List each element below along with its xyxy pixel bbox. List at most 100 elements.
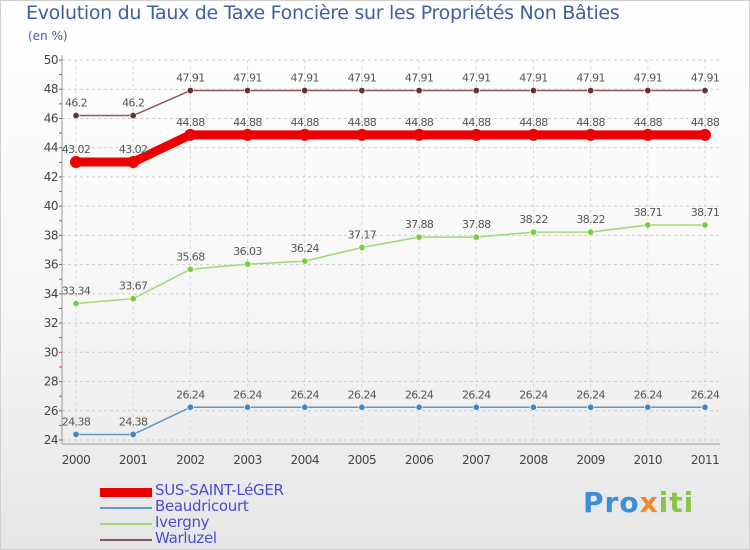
legend-swatch — [100, 523, 152, 525]
legend-item-sus-saint-leger: SUS-SAINT-LéGER — [100, 481, 360, 500]
data-point — [184, 128, 197, 141]
data-point — [587, 403, 595, 411]
data-label: 47.91 — [462, 72, 491, 85]
data-point — [701, 87, 709, 95]
data-point — [527, 128, 540, 141]
data-point — [244, 87, 252, 95]
data-point — [587, 228, 595, 236]
data-label: 26.24 — [233, 388, 262, 401]
data-label: 26.24 — [519, 388, 548, 401]
data-label: 47.91 — [405, 72, 434, 85]
data-label: 26.24 — [691, 388, 720, 401]
y-tick-label: 48 — [44, 82, 58, 96]
data-label: 26.24 — [462, 388, 491, 401]
data-point — [129, 430, 137, 438]
data-label: 44.88 — [233, 116, 262, 129]
data-point — [241, 128, 254, 141]
data-point — [72, 299, 80, 307]
data-label: 47.91 — [176, 72, 205, 85]
data-point — [415, 87, 423, 95]
data-point — [244, 260, 252, 268]
x-tick-label: 2007 — [462, 453, 491, 467]
data-label: 24.38 — [62, 415, 91, 428]
data-point — [644, 87, 652, 95]
data-point — [70, 156, 82, 169]
data-point — [186, 403, 194, 411]
data-point — [186, 87, 194, 95]
data-point — [415, 403, 423, 411]
data-point — [358, 87, 366, 95]
data-point — [472, 87, 480, 95]
data-label: 47.91 — [576, 72, 605, 85]
data-point — [358, 244, 366, 252]
data-label: 47.91 — [290, 72, 319, 85]
data-point — [413, 128, 426, 141]
data-point — [529, 403, 537, 411]
data-point — [355, 128, 368, 141]
x-tick-label: 2009 — [576, 453, 605, 467]
data-label: 47.91 — [233, 72, 262, 85]
chart-title: Evolution du Taux de Taxe Foncière sur l… — [26, 2, 620, 24]
data-point — [584, 128, 597, 141]
data-point — [72, 430, 80, 438]
y-tick-label: 44 — [44, 141, 58, 155]
data-point — [129, 295, 137, 303]
legend-item-beaudricourt: Beaudricourt — [100, 497, 360, 516]
data-label: 38.22 — [519, 213, 548, 226]
x-tick-label: 2010 — [634, 453, 663, 467]
legend-swatch — [100, 539, 152, 541]
data-point — [415, 233, 423, 241]
data-point — [72, 112, 80, 120]
data-label: 36.24 — [290, 242, 319, 255]
data-point — [358, 403, 366, 411]
x-tick-label: 2003 — [233, 453, 262, 467]
data-point — [472, 233, 480, 241]
data-point — [298, 128, 311, 141]
x-tick-label: 2000 — [62, 453, 91, 467]
data-label: 44.88 — [634, 116, 663, 129]
data-label: 47.91 — [519, 72, 548, 85]
data-point — [641, 128, 654, 141]
data-label: 44.88 — [405, 116, 434, 129]
y-tick-label: 30 — [44, 345, 58, 359]
data-label: 43.02 — [119, 143, 148, 156]
data-label: 26.24 — [176, 388, 205, 401]
data-point — [529, 228, 537, 236]
data-label: 47.91 — [634, 72, 663, 85]
y-tick-label: 34 — [44, 287, 58, 301]
data-label: 33.34 — [62, 284, 91, 297]
data-label: 26.24 — [634, 388, 663, 401]
data-point — [244, 403, 252, 411]
data-point — [129, 112, 137, 120]
data-point — [644, 221, 652, 229]
data-label: 36.03 — [233, 245, 262, 258]
legend-item-ivergny: Ivergny — [100, 513, 360, 532]
legend-label: Warluzel — [155, 529, 217, 547]
data-point — [529, 87, 537, 95]
data-label: 44.88 — [462, 116, 491, 129]
data-point — [301, 87, 309, 95]
data-point — [699, 128, 711, 141]
data-label: 24.38 — [119, 415, 148, 428]
chart-subtitle: (en %) — [28, 29, 68, 43]
legend-label: Beaudricourt — [155, 497, 249, 515]
x-tick-label: 2002 — [176, 453, 205, 467]
legend-item-warluzel: Warluzel — [100, 529, 360, 548]
data-point — [186, 265, 194, 273]
y-tick-label: 28 — [44, 375, 58, 389]
x-tick-label: 2011 — [691, 453, 720, 467]
x-tick-label: 2008 — [519, 453, 548, 467]
data-label: 44.88 — [691, 116, 720, 129]
data-label: 46.2 — [65, 97, 87, 110]
x-tick-label: 2004 — [290, 453, 319, 467]
data-label: 43.02 — [62, 143, 91, 156]
data-point — [470, 128, 483, 141]
y-tick-label: 26 — [44, 404, 58, 418]
proxiti-logo: Proxiti — [583, 486, 695, 519]
series-line — [71, 130, 710, 167]
data-label: 47.91 — [348, 72, 377, 85]
data-label: 38.71 — [634, 206, 663, 219]
data-label: 46.2 — [122, 97, 144, 110]
data-label: 37.88 — [405, 218, 434, 231]
